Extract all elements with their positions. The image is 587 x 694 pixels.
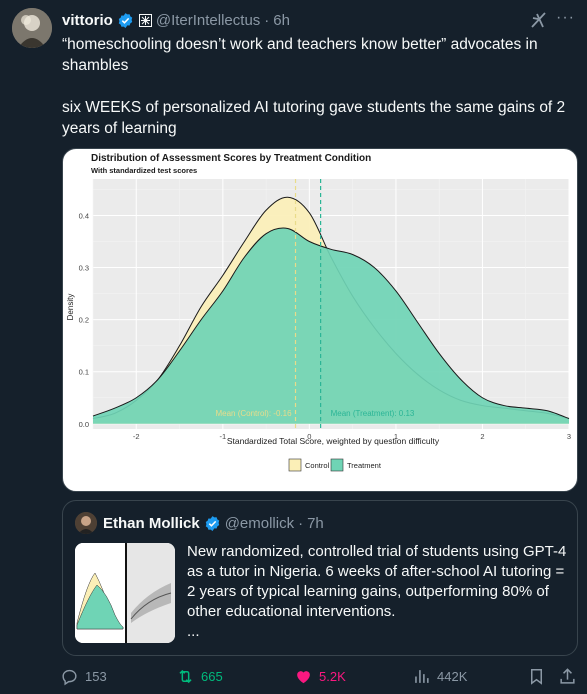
bookmark-button[interactable] xyxy=(527,667,552,686)
chart-subtitle: With standardized test scores xyxy=(91,166,197,175)
tweet-actions: 153 665 5.2K 442K xyxy=(60,667,577,689)
legend-swatch-control xyxy=(288,458,302,472)
like-count: 5.2K xyxy=(319,669,346,684)
reply-count: 153 xyxy=(85,669,107,684)
chart-y-tick: 0.1 xyxy=(79,368,89,377)
chart-x-tick: 0 xyxy=(307,432,311,441)
bookmark-icon xyxy=(530,669,543,685)
more-options-button[interactable]: ··· xyxy=(556,9,575,26)
chart-line-treatment xyxy=(92,227,570,420)
legend-label: Treatment xyxy=(347,461,382,470)
chart-x-label: Standardized Total Score, weighted by qu… xyxy=(227,436,440,446)
quoted-tweet[interactable]: Ethan Mollick @emollick · 7h New randomi… xyxy=(62,500,578,656)
verified-badge-icon xyxy=(204,515,221,532)
chart-x-tick: -2 xyxy=(133,432,140,441)
tweet-text: “homeschooling doesn’t work and teachers… xyxy=(62,34,573,160)
chart-x-tick: -1 xyxy=(219,432,226,441)
tweet-header: vittorio @IterIntellectus · 6h xyxy=(62,10,575,30)
quoted-tweet-body: New randomized, controlled trial of stud… xyxy=(187,543,567,620)
retweet-button[interactable]: 665 xyxy=(176,667,223,686)
quoted-tweet-header: Ethan Mollick @emollick · 7h xyxy=(75,512,324,534)
quoted-author-avatar[interactable] xyxy=(75,512,97,534)
tweet-paragraph: six WEEKS of personalized AI tutoring ga… xyxy=(62,99,566,137)
chart-x-tick: 1 xyxy=(394,432,398,441)
chart-y-tick: 0.3 xyxy=(79,264,89,273)
tweet-time[interactable]: 6h xyxy=(273,11,290,29)
tweet-paragraph: “homeschooling doesn’t work and teachers… xyxy=(62,36,538,74)
reply-icon xyxy=(62,669,77,686)
quoted-author-name[interactable]: Ethan Mollick xyxy=(103,514,200,532)
author-avatar[interactable] xyxy=(12,8,52,48)
quoted-tweet-ellipsis: ... xyxy=(187,623,200,640)
tweet-media-image[interactable]: Distribution of Assessment Scores by Tre… xyxy=(62,148,578,492)
chart-mean-label: Mean (Treatment): 0.13 xyxy=(331,409,415,418)
chart-y-tick: 0.2 xyxy=(79,316,89,325)
reply-button[interactable]: 153 xyxy=(60,667,107,686)
quoted-author-handle[interactable]: @emollick xyxy=(224,514,295,532)
like-button[interactable]: 5.2K xyxy=(294,667,346,686)
grok-icon[interactable] xyxy=(529,10,549,30)
share-icon xyxy=(560,668,575,684)
quoted-media-thumbnail[interactable] xyxy=(75,543,175,643)
chart-x-tick: 3 xyxy=(567,432,571,441)
legend-label: Control xyxy=(305,461,330,470)
chart-mean-label: Mean (Control): -0.16 xyxy=(215,409,292,418)
affiliate-badge-icon xyxy=(138,13,152,27)
chart-y-tick: 0.0 xyxy=(79,420,89,429)
views-count: 442K xyxy=(437,669,468,684)
share-button[interactable] xyxy=(558,667,583,686)
chart-area-treatment xyxy=(93,228,569,424)
views-icon xyxy=(415,670,429,683)
legend-swatch-treatment xyxy=(330,458,344,472)
chart-x-tick: 2 xyxy=(480,432,484,441)
author-name[interactable]: vittorio xyxy=(62,11,113,29)
heart-icon xyxy=(297,671,310,684)
quoted-tweet-time[interactable]: 7h xyxy=(307,514,324,532)
chart-title: Distribution of Assessment Scores by Tre… xyxy=(91,153,371,164)
verified-badge-icon xyxy=(117,12,134,29)
retweet-icon xyxy=(179,669,192,684)
chart-y-label: Density xyxy=(66,294,75,321)
separator: · xyxy=(264,11,270,29)
author-handle[interactable]: @IterIntellectus xyxy=(155,11,261,29)
quoted-tweet-text: New randomized, controlled trial of stud… xyxy=(187,542,567,642)
chart-y-tick: 0.4 xyxy=(79,211,89,220)
retweet-count: 665 xyxy=(201,669,223,684)
views-button[interactable]: 442K xyxy=(412,667,467,686)
separator: · xyxy=(298,514,304,532)
